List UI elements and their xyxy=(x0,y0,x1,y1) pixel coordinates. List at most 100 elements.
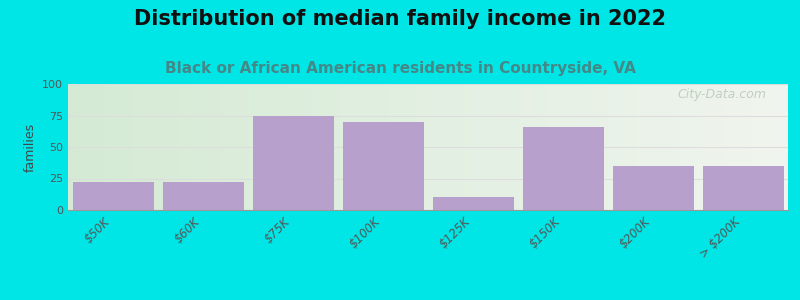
Bar xyxy=(214,84,217,210)
Bar xyxy=(270,84,272,210)
Bar xyxy=(344,84,346,210)
Bar xyxy=(505,84,507,210)
Bar xyxy=(718,84,721,210)
Bar xyxy=(723,84,726,210)
Bar xyxy=(606,84,608,210)
Bar xyxy=(644,84,646,210)
Bar xyxy=(190,84,193,210)
Bar xyxy=(608,84,610,210)
Bar xyxy=(433,84,435,210)
Bar xyxy=(661,84,663,210)
Bar xyxy=(351,84,354,210)
Bar xyxy=(145,84,147,210)
Bar xyxy=(754,84,757,210)
Bar xyxy=(486,84,488,210)
Bar xyxy=(656,84,658,210)
Bar xyxy=(730,84,733,210)
Bar xyxy=(519,84,522,210)
Bar xyxy=(618,84,620,210)
Bar xyxy=(315,84,318,210)
Bar xyxy=(178,84,181,210)
Bar xyxy=(502,84,505,210)
Bar xyxy=(613,166,694,210)
Bar xyxy=(687,84,690,210)
Bar xyxy=(498,84,500,210)
Bar xyxy=(555,84,558,210)
Bar xyxy=(781,84,783,210)
Bar xyxy=(75,84,78,210)
Bar xyxy=(118,84,121,210)
Bar xyxy=(711,84,714,210)
Bar xyxy=(716,84,718,210)
Bar xyxy=(176,84,178,210)
Bar xyxy=(327,84,330,210)
Bar xyxy=(495,84,498,210)
Bar xyxy=(610,84,613,210)
Bar xyxy=(512,84,514,210)
Bar xyxy=(73,84,75,210)
Bar xyxy=(474,84,476,210)
Bar xyxy=(154,84,157,210)
Bar xyxy=(80,84,82,210)
Bar xyxy=(589,84,591,210)
Bar xyxy=(68,84,70,210)
Bar xyxy=(430,84,433,210)
Bar xyxy=(447,84,450,210)
Bar xyxy=(450,84,452,210)
Bar xyxy=(102,84,104,210)
Bar xyxy=(210,84,212,210)
Bar xyxy=(488,84,490,210)
Bar xyxy=(510,84,512,210)
Bar xyxy=(414,84,416,210)
Bar xyxy=(94,84,97,210)
Bar xyxy=(548,84,550,210)
Bar xyxy=(658,84,661,210)
Bar xyxy=(558,84,560,210)
Bar xyxy=(370,84,373,210)
Bar xyxy=(387,84,390,210)
Bar xyxy=(594,84,596,210)
Bar xyxy=(159,84,162,210)
Bar xyxy=(507,84,510,210)
Bar xyxy=(219,84,222,210)
Bar xyxy=(577,84,579,210)
Bar xyxy=(433,197,514,210)
Bar xyxy=(402,84,404,210)
Bar xyxy=(694,84,697,210)
Bar xyxy=(296,84,298,210)
Bar xyxy=(346,84,349,210)
Bar xyxy=(514,84,517,210)
Bar xyxy=(423,84,426,210)
Bar xyxy=(445,84,447,210)
Bar xyxy=(334,84,337,210)
Bar xyxy=(531,84,534,210)
Bar xyxy=(186,84,188,210)
Bar xyxy=(121,84,123,210)
Bar xyxy=(586,84,589,210)
Bar xyxy=(738,84,740,210)
Bar xyxy=(73,182,154,210)
Bar xyxy=(298,84,301,210)
Bar xyxy=(212,84,214,210)
Bar xyxy=(466,84,469,210)
Bar xyxy=(534,84,536,210)
Bar xyxy=(147,84,150,210)
Bar xyxy=(181,84,183,210)
Bar xyxy=(630,84,632,210)
Bar xyxy=(78,84,80,210)
Bar xyxy=(286,84,289,210)
Bar xyxy=(733,84,735,210)
Bar xyxy=(262,84,265,210)
Bar xyxy=(565,84,567,210)
Bar xyxy=(500,84,502,210)
Bar xyxy=(714,84,716,210)
Bar xyxy=(682,84,685,210)
Bar xyxy=(747,84,750,210)
Bar xyxy=(188,84,190,210)
Bar xyxy=(553,84,555,210)
Bar xyxy=(620,84,622,210)
Bar xyxy=(426,84,428,210)
Bar xyxy=(454,84,457,210)
Bar xyxy=(740,84,742,210)
Bar xyxy=(404,84,406,210)
